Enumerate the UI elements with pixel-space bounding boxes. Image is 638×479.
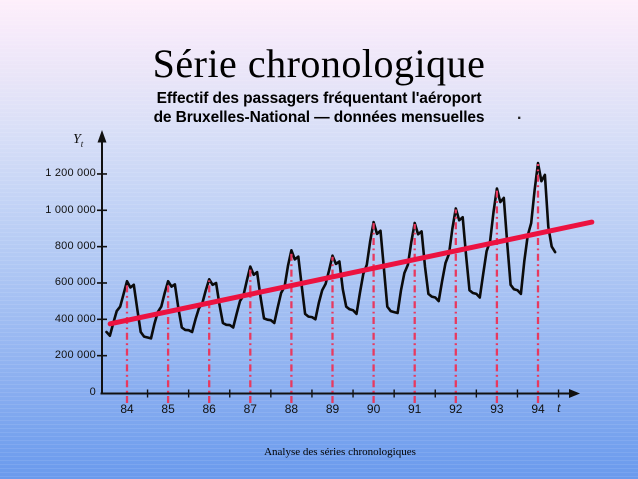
x-tick-label: 92 [449, 402, 463, 416]
y-tick-label: 200 000 [54, 349, 96, 362]
x-tick-label: 89 [325, 402, 340, 416]
y-tick-label: 1 200 000 [45, 167, 96, 180]
chart-subtitle-line1: Effectif des passagers fréquentant l'aér… [156, 90, 482, 107]
y-tick-label: 400 000 [54, 312, 96, 325]
y-axis-arrow [97, 130, 107, 143]
x-axis-arrow [569, 389, 580, 398]
x-tick-label: 91 [408, 402, 422, 416]
chart-subtitle: Effectif des passagers fréquentant l'aér… [0, 90, 638, 127]
y-tick-label: 600 000 [54, 276, 96, 289]
slide-title: Série chronologique [152, 41, 486, 86]
x-tick-label: 93 [490, 402, 504, 416]
y-tick-label: 800 000 [54, 240, 96, 253]
y-tick-label: 1 000 000 [45, 203, 96, 216]
x-tick-label: 94 [531, 402, 545, 416]
y-axis-symbol: Yt [73, 132, 84, 149]
x-tick-label: 86 [202, 402, 216, 416]
x-tick-label: 87 [243, 402, 257, 416]
x-tick-label: 88 [284, 402, 299, 416]
x-tick-label: 85 [161, 402, 175, 416]
y-tick-label: 0 [89, 385, 96, 398]
x-tick-label: 90 [366, 402, 381, 416]
stray-period: . [517, 106, 522, 123]
trend-line [107, 219, 595, 327]
chart-subtitle-line2: de Bruxelles-National — données mensuell… [153, 108, 485, 126]
passenger-series-line [105, 161, 557, 340]
x-tick-label: 84 [120, 402, 134, 416]
x-axis-symbol: t [557, 400, 561, 415]
footer-caption: Analyse des séries chronologiques [264, 446, 416, 458]
